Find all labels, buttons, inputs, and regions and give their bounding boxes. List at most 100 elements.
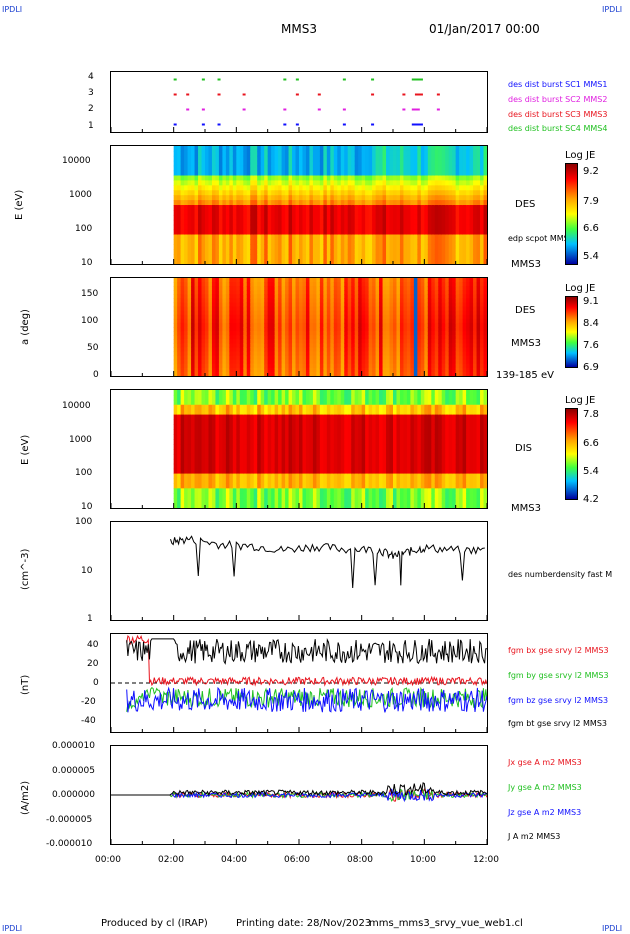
des-pitch-svg-cell-5-16	[191, 343, 196, 349]
des-pitch-svg-cell-51-22	[351, 367, 356, 373]
des-energy-svg-cell-21-19	[246, 239, 251, 245]
des-pitch-svg-cell-51-13	[351, 331, 356, 336]
des-pitch-svg-cell-18-4	[236, 294, 241, 300]
des-pitch-svg-cell-26-4	[264, 294, 269, 300]
des-pitch-svg-cell-75-21	[434, 363, 439, 369]
des-pitch-svg-cell-4-13	[187, 331, 192, 336]
des-pitch-svg-cell-58-12	[375, 327, 380, 332]
des-energy-svg-cell-75-0	[434, 146, 439, 152]
des-pitch-svg-cell-11-10	[211, 318, 217, 324]
des-energy-svg-cell-2-5	[180, 170, 185, 177]
dis-energy-svg-cell-18-12	[236, 449, 241, 455]
des-energy-svg-cell-81-13	[455, 209, 460, 216]
des-pitch-svg-cell-75-5	[434, 298, 439, 304]
des-pitch-svg-cell-6-15	[194, 339, 199, 344]
des-energy-svg-cell-89-15	[483, 219, 488, 226]
dis-energy-svg-cell-1-14	[177, 458, 182, 465]
des-pitch-svg-cell-34-0	[292, 278, 297, 283]
des-pitch-svg-cell-14-23	[222, 371, 227, 377]
des-pitch-svg-cell-50-19	[347, 355, 352, 361]
des-energy-svg-cell-40-1	[312, 150, 318, 157]
des-pitch-svg-cell-61-16	[386, 343, 391, 349]
des-pitch-svg-cell-4-22	[187, 367, 192, 373]
des-pitch-svg-cell-51-20	[351, 359, 356, 365]
des-energy-svg-cell-49-7	[344, 180, 349, 186]
des-pitch-svg-cell-50-0	[347, 278, 352, 283]
dis-energy-svg-cell-6-1	[194, 394, 199, 401]
des-pitch-svg-cell-66-16	[403, 343, 408, 349]
des-pitch-svg-cell-22-3	[250, 290, 255, 295]
des-energy-svg-cell-61-8	[386, 185, 391, 191]
dis-energy-svg-cell-2-22	[180, 498, 185, 504]
des-energy-svg-cell-2-10	[180, 195, 185, 201]
des-energy-svg-cell-65-17	[399, 229, 405, 236]
des-energy-svg-cell-59-1	[379, 150, 384, 157]
des-pitch-svg-cell-32-19	[285, 355, 290, 361]
des-pitch-svg-cell-25-5	[260, 298, 265, 304]
dis-energy-svg-cell-14-16	[222, 468, 227, 475]
des-energy-svg-cell-39-22	[309, 254, 314, 260]
des-pitch-svg-cell-71-9	[420, 314, 425, 320]
des-pitch-svg-cell-26-9	[264, 314, 269, 320]
des-energy-svg-cell-61-18	[386, 234, 391, 241]
des-energy-svg-cell-20-2	[243, 155, 248, 162]
des-energy-svg-cell-28-5	[271, 170, 276, 177]
des-energy-svg-cell-27-9	[267, 190, 272, 196]
des-pitch-svg-cell-79-16	[448, 343, 453, 349]
des-energy-svg-cell-15-12	[225, 205, 230, 211]
des-energy-svg-cell-41-19	[316, 239, 321, 245]
des-pitch-svg-cell-75-3	[434, 290, 439, 295]
des-energy-svg-cell-53-16	[358, 224, 363, 231]
dis-energy-svg-cell-11-6	[211, 419, 217, 426]
des-energy-svg-cell-36-20	[299, 244, 304, 250]
des-pitch-svg-cell-50-6	[347, 302, 352, 308]
des-pitch-svg-cell-10-3	[208, 290, 213, 295]
des-pitch-svg-cell-1-10	[177, 318, 182, 324]
dis-energy-svg-cell-5-7	[191, 424, 196, 430]
des-energy-svg-cell-18-16	[236, 224, 241, 231]
des-energy-svg-cell-89-4	[483, 165, 488, 172]
des-pitch-svg-cell-86-12	[473, 327, 478, 332]
des-pitch-svg-cell-88-6	[480, 302, 485, 308]
des-energy-svg-cell-56-15	[368, 219, 373, 226]
des-energy-svg-cell-30-5	[278, 170, 283, 177]
des-pitch-svg-cell-3-3	[184, 290, 189, 295]
des-energy-svg-cell-84-1	[466, 150, 471, 157]
des-energy-svg-cell-67-21	[406, 249, 412, 255]
des-energy-svg-cell-51-10	[351, 195, 356, 201]
des-pitch-svg-cell-57-21	[372, 363, 377, 369]
des-pitch-svg-cell-82-21	[459, 363, 464, 369]
des-pitch-svg-cell-48-5	[340, 298, 345, 304]
des-pitch-svg-cell-49-20	[344, 359, 349, 365]
des-pitch-svg-cell-26-21	[264, 363, 269, 369]
des-pitch-svg-cell-62-13	[389, 331, 394, 336]
dis-energy-svg-cell-17-22	[232, 498, 237, 504]
des-energy-svg-cell-51-14	[351, 214, 356, 221]
dis-energy-svg-cell-6-14	[194, 458, 199, 465]
dis-energy-svg-cell-12-22	[215, 498, 220, 504]
dis-energy-svg-cell-19-23	[239, 503, 244, 509]
des-pitch-svg-cell-68-22	[410, 367, 415, 373]
des-energy-svg-cell-22-10	[250, 195, 255, 201]
des-pitch-svg-cell-67-7	[406, 306, 412, 312]
des-energy-svg-cell-55-22	[365, 254, 370, 260]
des-energy-svg-cell-27-14	[267, 214, 272, 221]
des-energy-svg-cell-22-9	[250, 190, 255, 196]
des-energy-svg-cell-45-21	[330, 249, 335, 255]
des-energy-ytick-100: 100	[75, 224, 93, 234]
des-energy-svg-cell-7-3	[198, 160, 203, 167]
des-energy-svg-cell-51-3	[351, 160, 356, 167]
des-pitch-svg-cell-15-15	[225, 339, 230, 344]
des-energy-svg-cell-38-5	[305, 170, 311, 177]
des-pitch-svg-cell-7-18	[198, 351, 203, 357]
des-energy-svg-cell-29-12	[274, 205, 279, 211]
des-pitch-svg-cell-31-16	[281, 343, 286, 349]
des-energy-svg-cell-18-18	[236, 234, 241, 241]
des-pitch-svg-cell-1-20	[177, 359, 182, 365]
des-pitch-svg-cell-65-9	[399, 314, 405, 320]
des-energy-svg-cell-57-10	[372, 195, 377, 201]
des-energy-svg-cell-50-18	[347, 234, 352, 241]
dis-energy-svg-cell-14-8	[222, 429, 227, 435]
des-energy-svg-cell-7-21	[198, 249, 203, 255]
des-energy-svg-cell-80-11	[452, 200, 457, 206]
